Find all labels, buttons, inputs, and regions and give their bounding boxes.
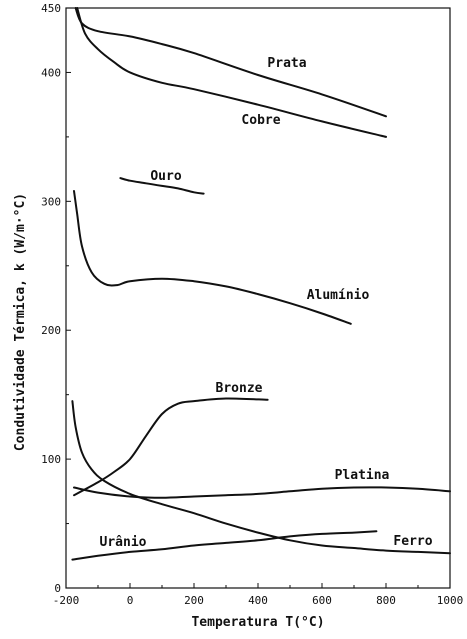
y-tick-label: 100 xyxy=(41,453,61,466)
labels-layer: Prata Cobre Ouro Alumínio Bronze Platina Ferro… xyxy=(100,56,433,550)
plot-frame xyxy=(65,7,451,589)
series-line-platina xyxy=(73,486,451,499)
x-axis-title: Temperatura T(°C) xyxy=(191,615,324,630)
y-tick-label: 400 xyxy=(41,66,61,79)
series-line-bronze xyxy=(73,397,269,497)
x-tick-label: 600 xyxy=(312,594,332,607)
series-line-prata xyxy=(74,7,387,118)
series-line-ouro xyxy=(119,177,205,195)
series-label-uranio: Urânio xyxy=(100,535,147,550)
curves-layer xyxy=(71,7,451,561)
series-line-ferro xyxy=(71,400,451,555)
series-label-platina: Platina xyxy=(335,468,390,483)
series-label-aluminio: Alumínio xyxy=(307,288,370,303)
series-line-aluminio xyxy=(73,190,352,325)
series-label-prata: Prata xyxy=(267,56,306,71)
series-label-bronze: Bronze xyxy=(216,381,263,396)
y-tick-label: 300 xyxy=(41,195,61,208)
series-line-uranio xyxy=(71,530,378,561)
y-tick-label: 200 xyxy=(41,324,61,337)
y-axis-title: Condutividade Térmica, k (W/m·°C) xyxy=(13,193,28,451)
series-label-cobre: Cobre xyxy=(241,113,280,128)
series-line-cobre xyxy=(76,7,387,138)
series-label-ferro: Ferro xyxy=(393,534,432,549)
x-tick-label: 0 xyxy=(127,594,134,607)
x-tick-label: 200 xyxy=(184,594,204,607)
x-tick-label: 1000 xyxy=(437,594,464,607)
x-tick-label: 400 xyxy=(248,594,268,607)
y-tick-label: 0 xyxy=(54,582,61,595)
y-tick-label: 450 xyxy=(41,2,61,15)
series-label-ouro: Ouro xyxy=(150,169,181,184)
x-tick-label: -200 xyxy=(53,594,80,607)
x-tick-label: 800 xyxy=(376,594,396,607)
